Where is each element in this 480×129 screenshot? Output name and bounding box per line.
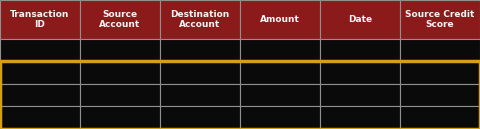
Bar bbox=[160, 84, 240, 106]
Bar bbox=[320, 39, 400, 61]
Bar bbox=[160, 39, 240, 61]
Bar bbox=[240, 106, 320, 129]
Text: Source
Account: Source Account bbox=[99, 10, 141, 29]
Bar bbox=[80, 106, 160, 129]
Bar bbox=[320, 61, 400, 84]
Bar bbox=[400, 39, 480, 61]
Text: Date: Date bbox=[348, 15, 372, 24]
Bar bbox=[320, 106, 400, 129]
Bar bbox=[80, 61, 160, 84]
Bar bbox=[0, 61, 80, 84]
Bar bbox=[160, 106, 240, 129]
Bar bbox=[320, 0, 400, 39]
Bar bbox=[160, 0, 240, 39]
Bar bbox=[80, 39, 160, 61]
Bar bbox=[320, 84, 400, 106]
Text: Source Credit
Score: Source Credit Score bbox=[405, 10, 475, 29]
Bar bbox=[0, 106, 80, 129]
Bar bbox=[240, 0, 320, 39]
Text: Destination
Account: Destination Account bbox=[170, 10, 229, 29]
Text: Transaction
ID: Transaction ID bbox=[10, 10, 70, 29]
Bar bbox=[0, 84, 80, 106]
Bar bbox=[0, 39, 80, 61]
Bar bbox=[400, 0, 480, 39]
Bar bbox=[0, 0, 80, 39]
Bar bbox=[240, 61, 320, 84]
Bar bbox=[0, 61, 480, 129]
Bar bbox=[160, 61, 240, 84]
Bar bbox=[80, 84, 160, 106]
Bar bbox=[400, 106, 480, 129]
Bar bbox=[80, 0, 160, 39]
Text: Amount: Amount bbox=[260, 15, 300, 24]
Bar bbox=[240, 84, 320, 106]
Bar bbox=[400, 61, 480, 84]
Bar bbox=[400, 84, 480, 106]
Bar bbox=[240, 39, 320, 61]
